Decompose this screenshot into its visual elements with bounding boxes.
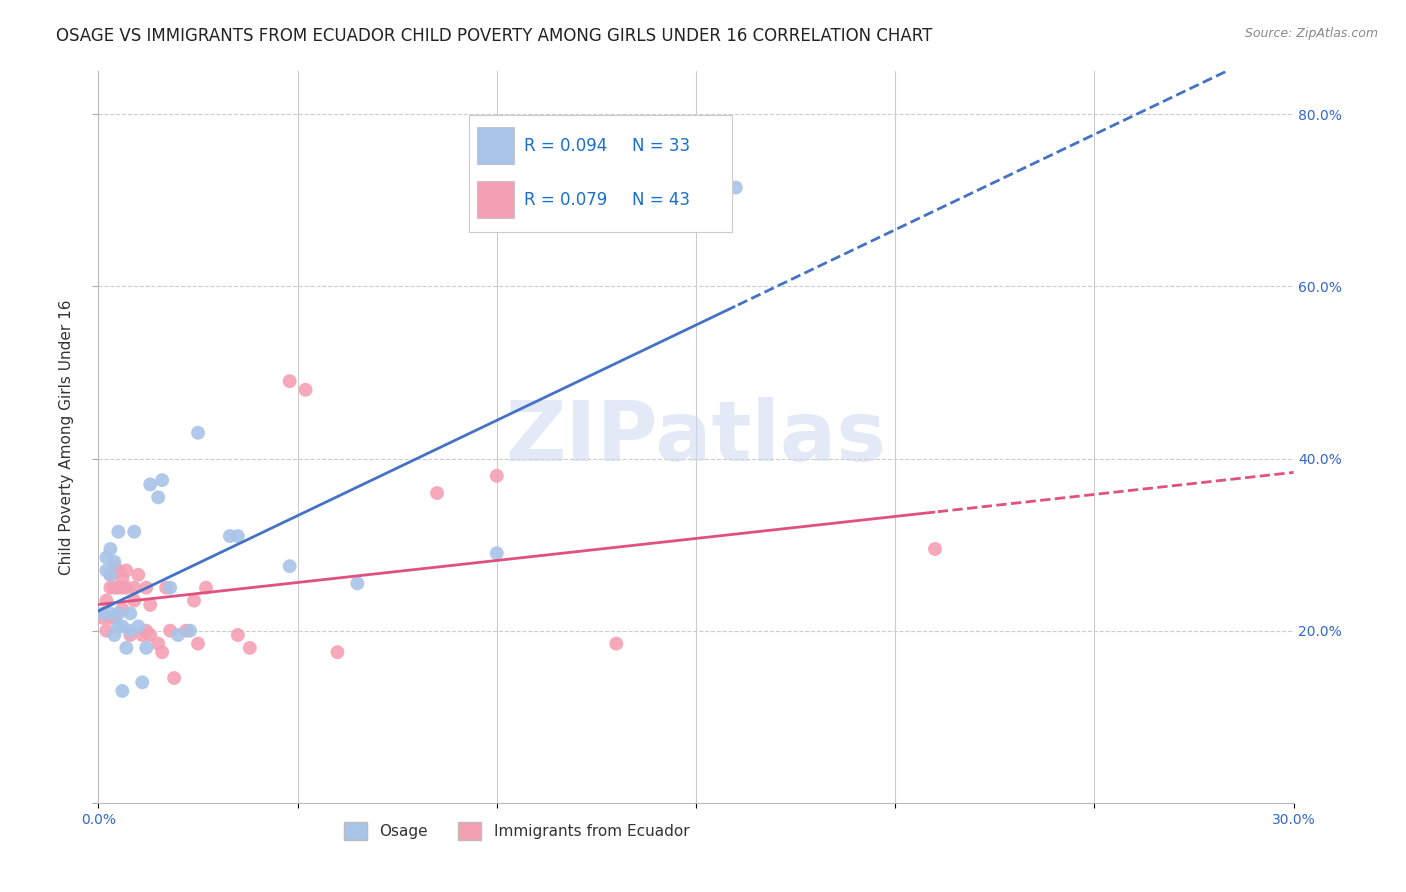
- Point: [159, 581, 181, 595]
- Point: [98, 581, 122, 595]
- Point: [135, 624, 157, 638]
- Point: [226, 628, 249, 642]
- Point: [111, 684, 134, 698]
- Point: [91, 611, 114, 625]
- Point: [426, 486, 449, 500]
- Point: [135, 581, 157, 595]
- Point: [187, 425, 209, 440]
- Point: [724, 180, 747, 194]
- Point: [183, 593, 205, 607]
- Point: [96, 624, 118, 638]
- Point: [96, 550, 118, 565]
- Point: [127, 567, 149, 582]
- Point: [96, 593, 118, 607]
- Point: [605, 637, 627, 651]
- Point: [107, 564, 129, 578]
- Point: [139, 477, 162, 491]
- Point: [120, 624, 142, 638]
- Text: OSAGE VS IMMIGRANTS FROM ECUADOR CHILD POVERTY AMONG GIRLS UNDER 16 CORRELATION : OSAGE VS IMMIGRANTS FROM ECUADOR CHILD P…: [56, 27, 932, 45]
- Point: [179, 624, 201, 638]
- Point: [485, 546, 508, 560]
- Point: [127, 619, 149, 633]
- Text: Source: ZipAtlas.com: Source: ZipAtlas.com: [1244, 27, 1378, 40]
- Point: [103, 628, 125, 642]
- Point: [120, 628, 142, 642]
- Point: [107, 607, 129, 621]
- Point: [107, 581, 129, 595]
- Point: [111, 619, 134, 633]
- Point: [219, 529, 242, 543]
- Point: [226, 529, 249, 543]
- Point: [98, 611, 122, 625]
- Text: ZIPatlas: ZIPatlas: [506, 397, 886, 477]
- Point: [150, 645, 173, 659]
- Y-axis label: Child Poverty Among Girls Under 16: Child Poverty Among Girls Under 16: [59, 300, 75, 574]
- Point: [124, 581, 146, 595]
- Point: [124, 524, 146, 539]
- Point: [924, 541, 946, 556]
- Point: [148, 637, 170, 651]
- Point: [115, 640, 138, 655]
- Point: [103, 581, 125, 595]
- Point: [139, 598, 162, 612]
- Point: [155, 581, 177, 595]
- Point: [98, 541, 122, 556]
- Point: [107, 524, 129, 539]
- Point: [239, 640, 262, 655]
- Point: [103, 559, 125, 574]
- Point: [111, 602, 134, 616]
- Point: [148, 491, 170, 505]
- Point: [98, 567, 122, 582]
- Point: [103, 555, 125, 569]
- Point: [150, 473, 173, 487]
- Point: [124, 593, 146, 607]
- Point: [115, 564, 138, 578]
- Legend: Osage, Immigrants from Ecuador: Osage, Immigrants from Ecuador: [337, 815, 696, 847]
- Point: [98, 567, 122, 582]
- Point: [111, 581, 134, 595]
- Point: [485, 468, 508, 483]
- Point: [135, 640, 157, 655]
- Point: [107, 619, 129, 633]
- Point: [115, 581, 138, 595]
- Point: [98, 607, 122, 621]
- Point: [187, 637, 209, 651]
- Point: [111, 572, 134, 586]
- Point: [159, 624, 181, 638]
- Point: [103, 611, 125, 625]
- Point: [346, 576, 368, 591]
- Point: [120, 607, 142, 621]
- Point: [278, 559, 301, 574]
- Point: [131, 675, 153, 690]
- Point: [174, 624, 197, 638]
- Point: [131, 628, 153, 642]
- Point: [167, 628, 190, 642]
- Point: [96, 564, 118, 578]
- Point: [326, 645, 349, 659]
- Point: [139, 628, 162, 642]
- Point: [195, 581, 218, 595]
- Point: [91, 607, 114, 621]
- Point: [294, 383, 316, 397]
- Point: [163, 671, 186, 685]
- Point: [278, 374, 301, 388]
